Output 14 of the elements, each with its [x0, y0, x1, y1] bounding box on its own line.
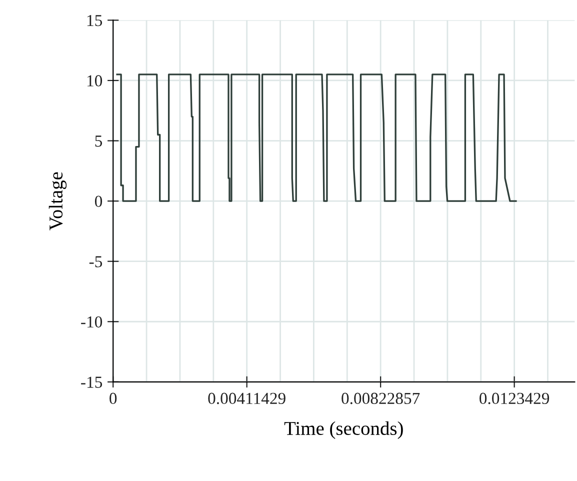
x-tick-label: 0.0123429: [480, 392, 550, 404]
x-axis-title: Time (seconds): [284, 421, 403, 439]
y-tick-label: -5: [89, 256, 102, 268]
x-tick-label: 0: [110, 392, 117, 404]
y-tick-label: -10: [81, 316, 102, 328]
y-tick-label: -15: [81, 376, 102, 388]
x-tick-label: 0.00822857: [342, 392, 420, 404]
y-tick-label: 0: [94, 196, 102, 208]
x-tick-label: 0.00411429: [208, 392, 286, 404]
y-tick-label: 5: [95, 136, 102, 147]
line-series: [116, 74, 517, 202]
y-tick-label: 10: [87, 75, 102, 86]
y-axis-title: Voltage: [48, 172, 67, 230]
y-tick-label: 15: [87, 14, 102, 26]
